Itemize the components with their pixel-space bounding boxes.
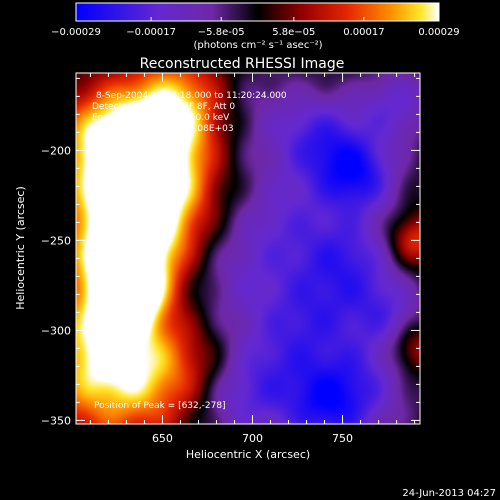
info-line-3: Energy Range: 25.0 - 50.0 keV [92,113,230,123]
x-tick-label: 750 [332,432,353,445]
x-tick-label: 650 [152,432,173,445]
heatmap-image [76,73,420,424]
y-axis-label: Heliocentric Y (arcsec) [14,186,27,310]
colorbar-tick-label: 5.8e−05 [272,27,315,38]
plot-axes: 650 700 750 −200 −250 −300 −350 [41,72,421,445]
colorbar-tick-label: −0.00029 [51,27,101,38]
y-tick-label: −200 [41,144,71,157]
chart-title: Reconstructed RHESSI Image [140,56,345,72]
footer-date: 24-Jun-2013 04:27 [402,488,496,499]
colorbar-tick-label: −5.8e-05 [198,27,245,38]
colorbar: −0.00029 −0.00017 −5.8e-05 5.8e−05 0.00017 0.… [51,2,460,51]
colorbar-tick-label: 0.00017 [343,27,384,38]
info-line-2: Detectors: 4F 5F 6F 7F 8F, Att 0 [92,102,235,112]
y-tick-label: −300 [41,324,71,337]
colorbar-frame [75,2,440,22]
colorbar-ticks: −0.00029 −0.00017 −5.8e-05 5.8e−05 0.00017 0.… [51,17,460,38]
x-axis-label: Heliocentric X (arcsec) [186,448,310,461]
x-tick-label: 700 [242,432,263,445]
info-line-1: 8-Sep-2004 11:17:18.000 to 11:20:24.000 [96,91,287,101]
info-line-4: Clean Total counts: 5.08E+03 [92,124,234,134]
y-tick-label: −350 [41,414,71,427]
colorbar-units: (photons cm⁻² s⁻¹ asec⁻²) [193,40,322,51]
y-tick-label: −250 [41,234,71,247]
colorbar-tick-label: −0.00017 [126,27,176,38]
peak-position-label: Position of Peak = [632,-278] [94,401,226,411]
plot-frame [75,72,421,425]
colorbar-tick-label: 0.00029 [418,27,459,38]
colorbar-gradient [76,3,439,21]
